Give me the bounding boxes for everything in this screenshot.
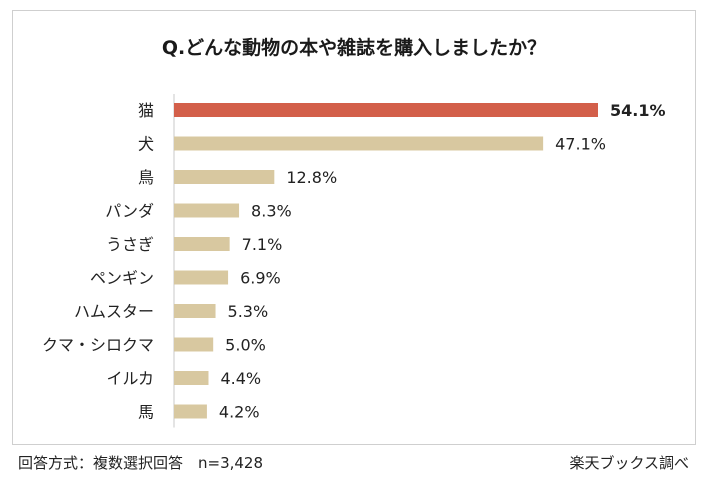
- value-label-5: 6.9%: [240, 269, 281, 288]
- bar-5: [174, 270, 229, 285]
- bar-6: [174, 304, 216, 318]
- category-label-9: 馬: [138, 403, 154, 422]
- bar-9: [174, 404, 207, 419]
- value-label-1: 47.1%: [555, 135, 606, 154]
- bar-8: [174, 371, 209, 385]
- bar-0: [174, 103, 598, 117]
- survey-method-note: 回答方式：複数選択回答 n=3,428: [18, 454, 264, 472]
- bar-4: [174, 237, 230, 251]
- value-label-4: 7.1%: [242, 235, 283, 254]
- source-credit: 楽天ブックス調べ: [569, 454, 689, 472]
- chart-title: Q.どんな動物の本や雑誌を購入しましたか？: [161, 37, 547, 59]
- chart-frame: Q.どんな動物の本や雑誌を購入しましたか？: [12, 10, 696, 445]
- value-label-3: 8.3%: [251, 202, 292, 221]
- bar-1: [174, 136, 544, 151]
- category-label-5: ペンギン: [90, 269, 154, 288]
- category-label-4: うさぎ: [106, 235, 154, 254]
- value-label-9: 4.2%: [219, 403, 260, 422]
- value-label-8: 4.4%: [220, 369, 261, 388]
- value-label-2: 12.8%: [286, 168, 337, 187]
- category-label-0: 猫: [138, 101, 154, 120]
- bar-7: [174, 337, 214, 352]
- category-label-2: 鳥: [138, 168, 154, 187]
- category-label-8: イルカ: [106, 369, 154, 388]
- category-label-3: パンダ: [105, 202, 154, 221]
- value-label-6: 5.3%: [228, 302, 269, 321]
- category-label-7: クマ・シロクマ: [42, 336, 154, 355]
- category-label-6: ハムスター: [74, 302, 154, 321]
- category-label-1: 犬: [138, 135, 154, 154]
- value-label-0: 54.1%: [610, 101, 666, 120]
- bar-2: [174, 170, 275, 184]
- bar-3: [174, 203, 240, 218]
- value-label-7: 5.0%: [225, 336, 266, 355]
